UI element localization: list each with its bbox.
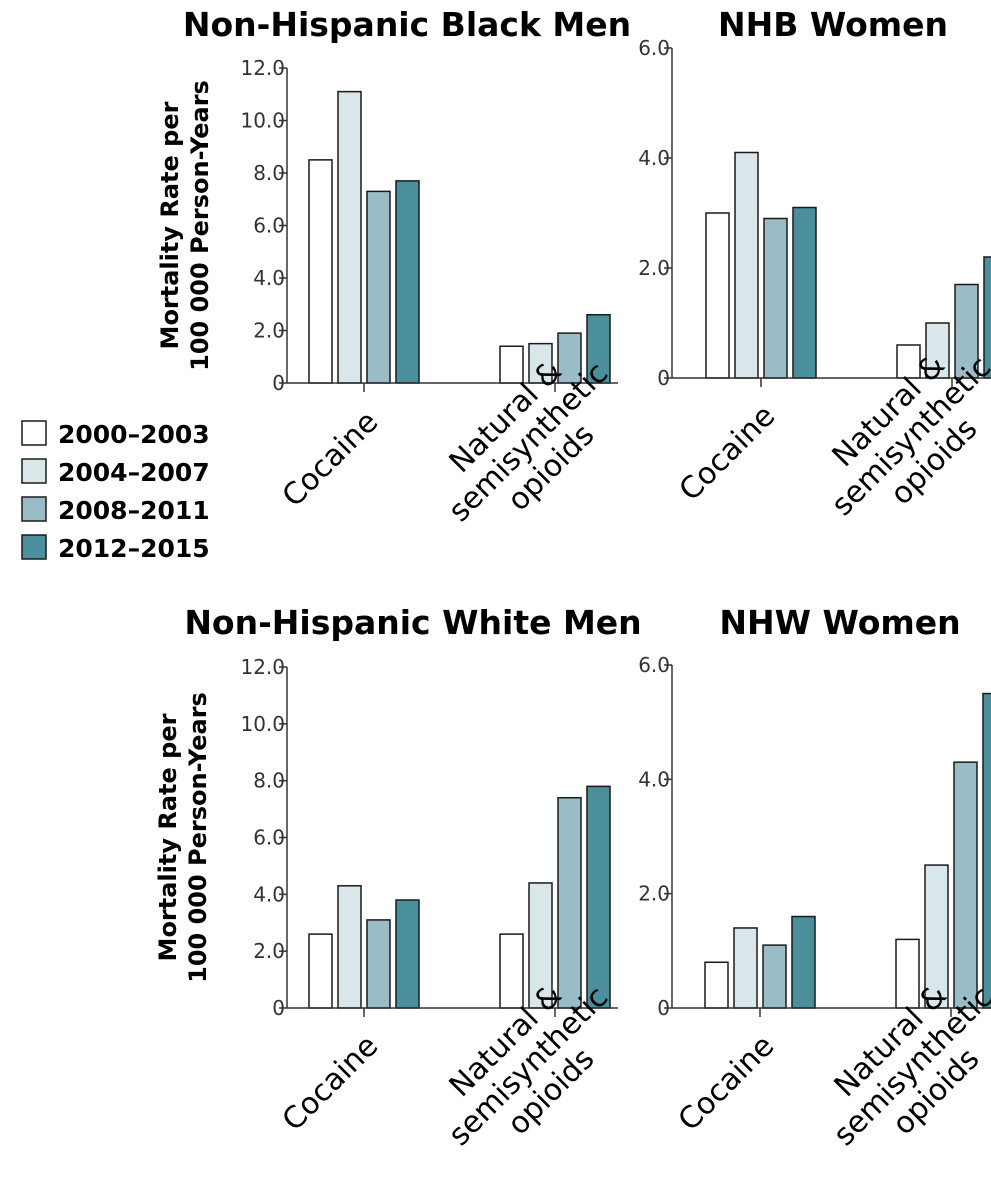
bar (982, 692, 991, 1009)
y-tick-label: 2.0 (253, 319, 285, 343)
legend-label: 2012–2015 (58, 534, 210, 563)
legend-label: 2000–2003 (58, 420, 210, 449)
y-tick-label: 0 (657, 996, 670, 1020)
y-tick-label: 2.0 (253, 939, 285, 963)
chart-title: NHB Women (718, 5, 948, 44)
bar (395, 180, 420, 384)
bar (366, 190, 391, 384)
x-tick-label: Cocaine (673, 398, 783, 508)
y-tick-label: 12.0 (240, 655, 285, 679)
bar (586, 785, 611, 1009)
bar (499, 933, 524, 1009)
y-tick-label: 6.0 (638, 36, 670, 60)
y-tick-label: 2.0 (638, 882, 670, 906)
bar (733, 927, 758, 1009)
y-tick-label: 10.0 (240, 712, 285, 736)
chart-panel-1: Non-Hispanic Black Men Mortality Rate per… (156, 5, 631, 529)
bar (953, 761, 978, 1009)
bar (704, 961, 729, 1009)
bar (791, 915, 816, 1009)
chart-title: NHW Women (719, 603, 960, 642)
y-tick-label: 10.0 (240, 109, 285, 133)
y-tick-label: 0 (272, 371, 285, 395)
y-tick-label: 4.0 (638, 767, 670, 791)
legend-swatch (21, 534, 47, 560)
x-category-label: Cocaine (673, 398, 783, 508)
y-axis-label: 100 000 Person-Years (184, 692, 212, 983)
y-tick-label: 2.0 (638, 256, 670, 280)
bar (366, 919, 391, 1009)
x-category-label: Cocaine (276, 1028, 386, 1138)
bar (734, 151, 759, 379)
legend-label: 2004–2007 (58, 458, 210, 487)
y-tick-label: 0 (272, 996, 285, 1020)
bar (308, 159, 333, 384)
legend: 2000–2003 2004–2007 2008–2011 2012–2015 (21, 420, 210, 563)
y-tick-label: 4.0 (253, 882, 285, 906)
bar (308, 933, 333, 1009)
bar (762, 944, 787, 1009)
y-tick-label: 0 (657, 366, 670, 390)
legend-swatch (21, 458, 47, 484)
y-tick-label: 8.0 (253, 769, 285, 793)
bar (705, 212, 730, 379)
y-axis-label: Mortality Rate per (156, 101, 184, 349)
x-tick-label: Cocaine (276, 1028, 386, 1138)
y-tick-label: 4.0 (638, 146, 670, 170)
y-tick-label: 6.0 (638, 653, 670, 677)
bar (557, 796, 582, 1009)
bar (792, 206, 817, 379)
legend-swatch (21, 420, 47, 446)
x-tick-label: Cocaine (276, 404, 386, 514)
x-tick-label: Cocaine (672, 1028, 782, 1138)
x-category-label: Cocaine (672, 1028, 782, 1138)
legend-swatch (21, 496, 47, 522)
y-axis-label: Mortality Rate per (154, 713, 182, 961)
y-tick-label: 6.0 (253, 826, 285, 850)
chart-title: Non-Hispanic Black Men (183, 5, 631, 44)
bar (337, 90, 362, 384)
legend-label: 2008–2011 (58, 496, 210, 525)
y-axis-label: 100 000 Person-Years (186, 80, 214, 371)
bar (763, 217, 788, 379)
bar (983, 256, 991, 379)
y-tick-label: 8.0 (253, 161, 285, 185)
chart-panel-3: Non-Hispanic White Men Mortality Rate per… (154, 603, 642, 1153)
bar (337, 885, 362, 1009)
y-tick-label: 12.0 (240, 56, 285, 80)
y-tick-label: 4.0 (253, 266, 285, 290)
bar (395, 899, 420, 1009)
x-category-label: Cocaine (276, 404, 386, 514)
y-tick-label: 6.0 (253, 214, 285, 238)
chart-title: Non-Hispanic White Men (184, 603, 641, 642)
